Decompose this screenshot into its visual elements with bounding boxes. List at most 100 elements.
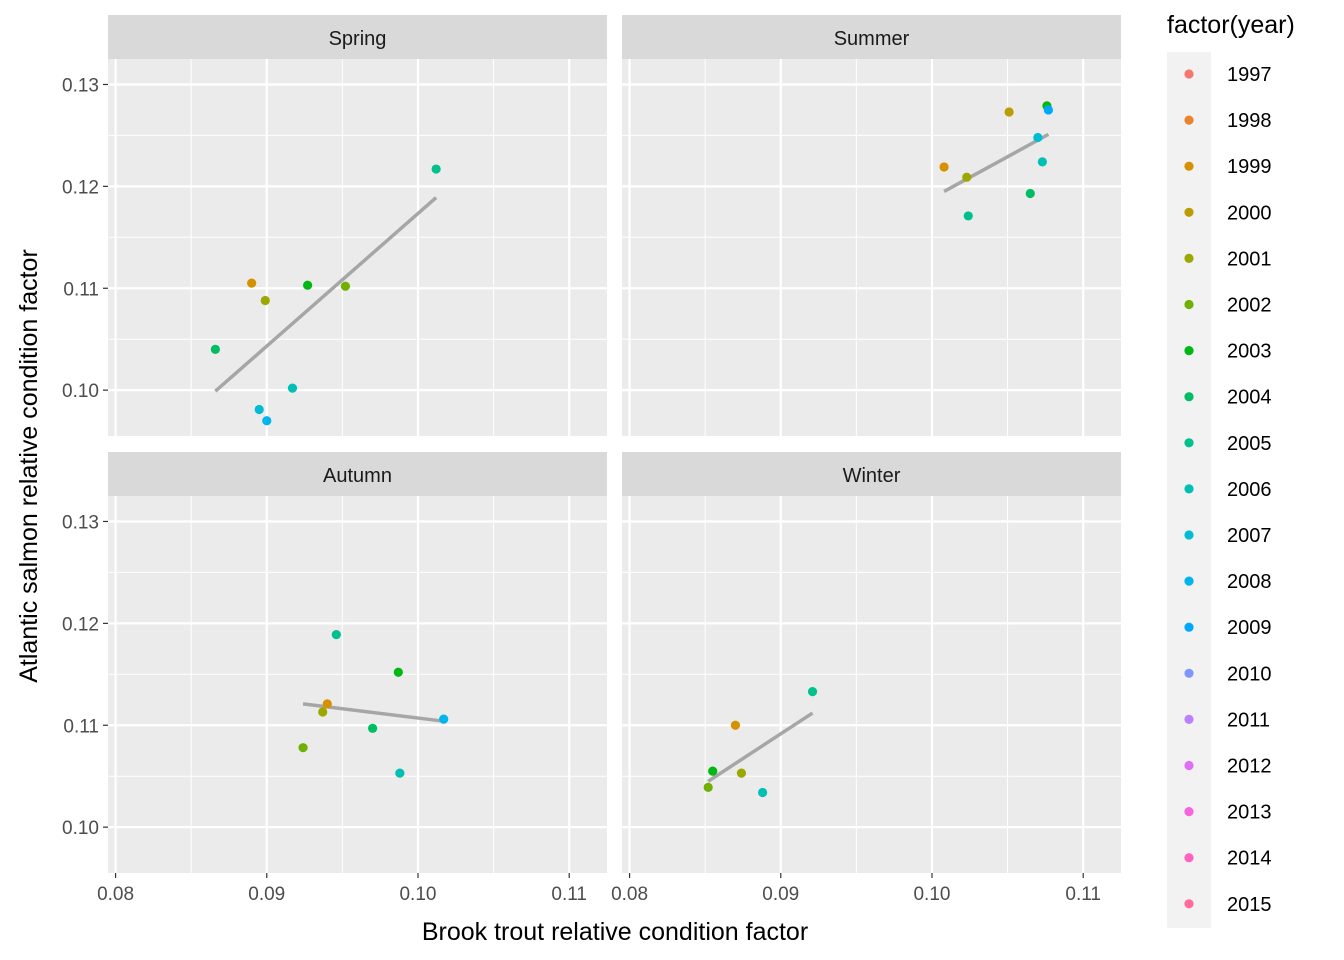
legend-key-2012 [1184,760,1194,771]
panels-layer: Spring 0.10 0.11 0.12 0.13 Summer Autumn 0.10 0.… [62,15,1121,905]
legend-key-2014 [1184,853,1194,863]
data-point-2001 [318,707,328,717]
legend-key-2010 [1184,668,1194,678]
data-point-2004 [368,723,378,733]
data-point-2005 [431,164,441,174]
legend-key-2005 [1184,438,1194,448]
data-point-1999 [730,720,741,730]
legend-key-1998 [1184,115,1194,125]
x-tick-label: 0.11 [551,884,587,905]
data-point-2006 [395,768,405,778]
data-point-2003 [393,667,403,677]
y-tick-label: 0.10 [62,381,99,402]
legend-key-2015 [1184,899,1194,909]
facet-panel-autumn: Autumn 0.10 0.11 0.12 0.13 0.08 0.09 0.10 0.11 [62,452,607,905]
data-point-2001 [260,295,270,306]
legend-label-2015: 2015 [1227,894,1272,916]
x-tick-label: 0.10 [913,884,950,905]
y-tick-label: 0.13 [62,75,99,96]
legend-key-2011 [1184,714,1194,725]
legend-key-2003 [1184,346,1194,356]
x-axis-title: Brook trout relative condition factor [422,918,808,946]
facet-strip-label: Spring [329,28,387,50]
legend-key-2002 [1184,299,1194,310]
legend-label-2010: 2010 [1227,663,1272,685]
data-point-2003 [303,280,313,290]
data-point-2002 [340,281,351,291]
legend-label-2014: 2014 [1227,848,1272,870]
data-point-2005 [963,211,973,221]
data-point-2008 [439,714,449,724]
data-point-2006 [287,383,298,393]
panel-background [108,496,607,873]
data-point-2000 [1004,107,1014,117]
facet-strip [108,15,607,59]
data-point-2001 [962,172,972,182]
x-tick-label: 0.09 [248,884,285,905]
legend-label-2011: 2011 [1227,709,1270,731]
data-point-2005 [807,687,818,697]
legend-label-2001: 2001 [1227,248,1272,270]
legend-label-2003: 2003 [1227,341,1272,363]
facet-strip-label: Winter [843,465,901,487]
facet-strip-label: Autumn [323,465,392,487]
data-point-1999 [939,162,949,172]
y-tick-label: 0.12 [62,614,99,635]
facet-panel-summer: Summer [622,15,1121,436]
y-tick-label: 0.12 [62,177,99,198]
x-tick-label: 0.09 [762,884,799,905]
data-point-2009 [1043,105,1054,115]
legend-key-2007 [1184,530,1194,540]
x-tick-label: 0.08 [611,884,648,905]
facet-strip [622,452,1121,496]
legend-label-2006: 2006 [1227,479,1272,501]
legend-label-2005: 2005 [1227,433,1272,455]
data-point-2004 [1025,188,1035,199]
legend-key-2001 [1184,253,1194,263]
legend-label-2002: 2002 [1227,295,1272,317]
data-point-2006 [758,787,768,798]
legend-key-1999 [1184,161,1194,171]
y-axis-title: Atlantic salmon relative condition facto… [15,249,43,683]
data-point-2005 [331,629,341,640]
y-tick-label: 0.11 [63,716,99,737]
legend-label-2008: 2008 [1227,571,1272,593]
legend-key-2009 [1184,622,1194,632]
legend-label-1999: 1999 [1227,156,1272,178]
legend-label-2009: 2009 [1227,617,1272,639]
x-tick-label: 0.08 [97,884,134,905]
legend-key-1997 [1184,69,1194,79]
legend-title: factor(year) [1167,11,1295,39]
panel-background [622,59,1121,436]
y-tick-label: 0.10 [62,818,99,839]
data-point-2007 [1033,132,1043,143]
legend-key-2008 [1184,576,1194,586]
legend-label-2007: 2007 [1227,525,1272,547]
data-point-2003 [708,766,718,776]
legend-label-1998: 1998 [1227,110,1272,132]
facet-panel-winter: Winter 0.08 0.09 0.10 0.11 [611,452,1121,905]
data-point-2007 [254,404,264,415]
legend-label-2012: 2012 [1227,756,1272,778]
facet-strip-label: Summer [834,28,910,50]
legend-label-2013: 2013 [1227,802,1272,824]
y-tick-label: 0.11 [63,279,99,300]
facet-strip [622,15,1121,59]
legend-key-2004 [1184,392,1194,402]
data-point-2002 [703,782,713,793]
legend-label-2000: 2000 [1227,202,1272,224]
fit-line [214,196,438,393]
legend-label-1997: 1997 [1227,64,1272,86]
legend-key-2006 [1184,484,1194,494]
data-point-1999 [247,278,257,288]
data-point-2008 [262,416,272,426]
data-point-2001 [736,768,747,778]
legend-key-2000 [1184,207,1194,217]
data-point-2002 [298,743,308,753]
data-point-2004 [210,344,220,354]
fit-line [707,711,814,783]
legend-key-2013 [1184,807,1194,817]
data-point-2006 [1037,157,1047,167]
facet-panel-spring: Spring 0.10 0.11 0.12 0.13 [62,15,607,436]
